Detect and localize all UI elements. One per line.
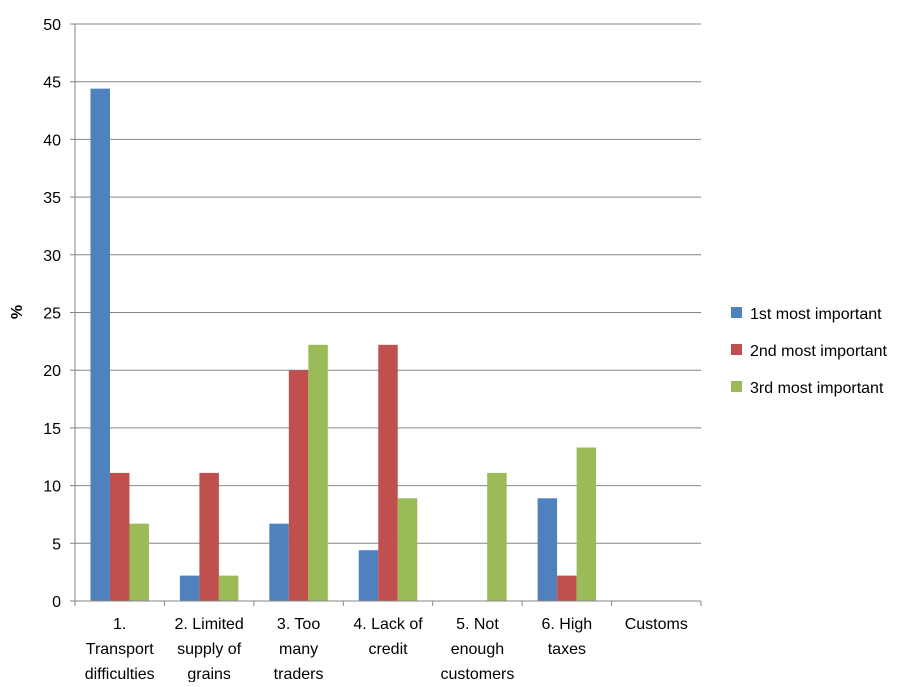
x-category-label: 2. Limited supply of grains [174, 616, 243, 682]
x-category-label: 5. Not enough customers [441, 616, 515, 682]
y-tick-label: 5 [52, 536, 61, 553]
bar-series-2-cat-2 [199, 472, 219, 601]
bar-series-3-cat-2 [218, 575, 239, 601]
bar-series-1-cat-4 [358, 550, 379, 601]
x-category-label: Customs [625, 616, 688, 633]
bar-series-1-cat-6 [537, 498, 558, 601]
y-tick-label: 40 [43, 132, 61, 149]
x-category-label-line: supply of [177, 641, 242, 658]
x-category-label-line: Customs [625, 616, 688, 633]
x-category-label-line: grains [187, 666, 231, 682]
bar-series-1-cat-3 [269, 523, 289, 601]
bar-series-2-cat-6 [557, 575, 577, 601]
bars [90, 88, 597, 601]
x-category-label-line: difficulties [85, 666, 155, 682]
bar-series-1-cat-2 [179, 575, 200, 601]
y-tick-label: 50 [43, 17, 61, 34]
x-category-label-line: 3. Too [277, 616, 320, 633]
legend-swatch [731, 307, 742, 318]
y-tick-label: 45 [43, 75, 61, 92]
legend-label: 1st most important [750, 306, 882, 323]
legend: 1st most important 2nd most important 3rd … [731, 306, 888, 397]
x-category-label: 4. Lack of credit [353, 616, 423, 658]
x-category-label-line: taxes [548, 641, 586, 658]
legend-label: 3rd most important [750, 380, 884, 397]
y-axis-title: % [9, 305, 26, 319]
bar-series-3-cat-5 [487, 472, 507, 601]
x-category-label: 6. High taxes [542, 616, 593, 658]
x-category-label-line: 1. [113, 616, 126, 633]
y-tick-label: 0 [52, 594, 61, 611]
x-category-label-line: Transport [86, 641, 154, 658]
axes [70, 23, 702, 606]
bar-series-3-cat-6 [576, 447, 597, 601]
x-category-label-line: 5. Not [456, 616, 499, 633]
y-tick-label: 10 [43, 479, 61, 496]
x-category-label-line: customers [441, 666, 515, 682]
x-category-label-line: many [279, 641, 318, 658]
y-tick-label: 25 [43, 306, 61, 323]
x-category-label-line: 6. High [542, 616, 593, 633]
y-tick-label: 15 [43, 421, 61, 438]
bar-series-3-cat-4 [397, 498, 418, 601]
bar-series-2-cat-3 [288, 370, 309, 601]
bar-series-1-cat-1 [90, 88, 110, 601]
x-category-label: 3. Too many traders [274, 616, 324, 682]
gridlines [75, 23, 701, 544]
y-tick-label: 30 [43, 248, 61, 265]
legend-swatch [731, 381, 742, 392]
x-category-labels: 1. Transport difficulties 2. Limited supply … [85, 616, 688, 683]
x-category-label-line: traders [274, 666, 324, 682]
x-category-label-line: 4. Lack of [353, 616, 423, 633]
y-tick-label: 35 [43, 190, 61, 207]
y-tick-labels: 0 5 10 15 20 25 30 35 40 45 50 [43, 17, 61, 611]
bar-series-3-cat-3 [308, 344, 328, 601]
y-tick-label: 20 [43, 363, 61, 380]
legend-label: 2nd most important [750, 343, 888, 360]
x-category-label-line: credit [368, 641, 408, 658]
bar-series-2-cat-1 [109, 472, 130, 601]
x-category-label: 1. Transport difficulties [85, 616, 155, 682]
bar-series-2-cat-4 [378, 344, 398, 601]
x-category-label-line: 2. Limited [174, 616, 243, 633]
legend-swatch [731, 344, 742, 355]
x-category-label-line: enough [451, 641, 504, 658]
bar-series-3-cat-1 [129, 523, 149, 601]
